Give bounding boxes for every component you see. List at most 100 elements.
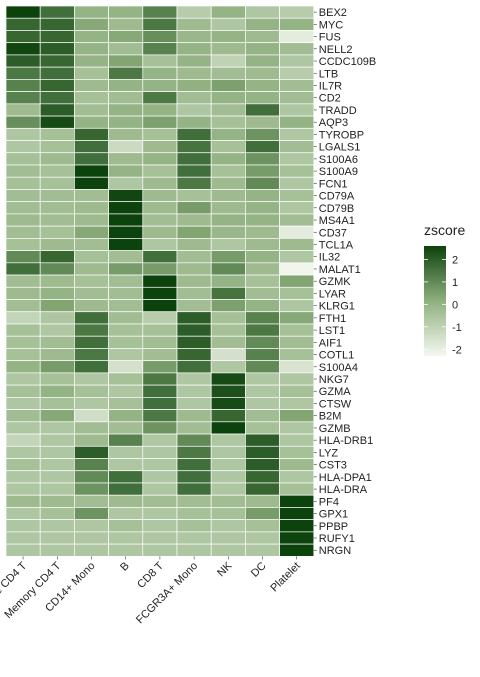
heatmap-cell	[245, 17, 280, 31]
heatmap-cell	[142, 507, 178, 521]
y-tick-label: CCDC109B	[319, 56, 376, 68]
heatmap-cell	[5, 299, 41, 313]
heatmap-cell	[39, 323, 75, 337]
heatmap-cell	[5, 66, 41, 80]
heatmap-cell	[142, 115, 178, 129]
heatmap-cell	[245, 127, 280, 141]
heatmap-cell	[176, 335, 212, 349]
heatmap-cell	[279, 470, 315, 484]
heatmap-cell	[108, 262, 144, 276]
y-tick-label: RUFY1	[319, 533, 355, 545]
heatmap-cell	[39, 42, 75, 56]
heatmap-cell	[210, 384, 246, 398]
heatmap-cell	[279, 164, 315, 178]
heatmap-cell	[176, 91, 212, 105]
heatmap-cell	[176, 397, 212, 410]
heatmap-cell	[5, 335, 41, 349]
heatmap-cell	[176, 519, 212, 533]
y-tick-label: CD79A	[319, 191, 355, 203]
heatmap-cell	[108, 250, 144, 264]
heatmap-cell	[142, 250, 178, 264]
heatmap-cell	[39, 17, 75, 31]
heatmap-cell	[279, 201, 315, 215]
heatmap-cell	[279, 494, 315, 508]
heatmap-cell	[210, 115, 246, 129]
y-tick-label: AIF1	[319, 337, 342, 349]
heatmap-cell	[176, 274, 212, 288]
heatmap-cell	[210, 213, 246, 227]
y-tick-label: NRGN	[319, 545, 351, 557]
heatmap-cell	[142, 470, 178, 484]
heatmap-cell	[176, 531, 212, 545]
heatmap-cell	[108, 5, 144, 19]
heatmap-cell	[245, 397, 280, 410]
heatmap-cell	[210, 201, 246, 215]
heatmap-cell	[108, 421, 144, 435]
heatmap-cell	[176, 152, 212, 166]
heatmap-cell	[176, 176, 212, 190]
heatmap-cell	[5, 445, 41, 459]
heatmap-cell	[210, 164, 246, 178]
heatmap-cell	[142, 445, 178, 459]
heatmap-cell	[279, 311, 315, 325]
y-tick-label: BEX2	[319, 7, 347, 19]
heatmap-cell	[5, 433, 41, 447]
heatmap-cell	[74, 54, 109, 68]
x-tick-label: DC	[249, 560, 269, 580]
heatmap-cell	[279, 482, 315, 496]
heatmap-cell	[5, 115, 41, 129]
heatmap-cell	[142, 299, 178, 313]
heatmap-cell	[39, 66, 75, 80]
heatmap-cell	[74, 262, 109, 276]
heatmap-cell	[279, 127, 315, 141]
heatmap-cell	[142, 225, 178, 239]
heatmap-cell	[108, 42, 144, 56]
heatmap-cell	[5, 397, 41, 410]
heatmap-cell	[39, 409, 75, 423]
heatmap-cell	[108, 164, 144, 178]
heatmap-cell	[74, 115, 109, 129]
heatmap-cell	[39, 140, 75, 154]
heatmap-cell	[176, 140, 212, 154]
heatmap-cell	[142, 384, 178, 398]
heatmap-cell	[176, 42, 212, 56]
heatmap-cell	[142, 348, 178, 362]
heatmap-cell	[245, 213, 280, 227]
heatmap-cell	[245, 384, 280, 398]
heatmap-cell	[279, 213, 315, 227]
heatmap-cell	[74, 5, 109, 19]
heatmap-cell	[5, 372, 41, 386]
legend-ticks: 2 1 0 -1 -2	[424, 254, 462, 356]
heatmap-cell	[245, 54, 280, 68]
heatmap-cell	[142, 409, 178, 423]
heatmap-cell	[176, 433, 212, 447]
heatmap-cell	[39, 384, 75, 398]
heatmap-cell	[210, 372, 246, 386]
heatmap-cell	[142, 286, 178, 300]
heatmap-cell	[5, 470, 41, 484]
heatmap-cell	[142, 433, 178, 447]
heatmap-cell	[74, 274, 109, 288]
heatmap-cell	[210, 5, 246, 19]
heatmap-cell	[5, 164, 41, 178]
heatmap-cell	[210, 189, 246, 203]
heatmap-cell	[279, 54, 315, 68]
y-tick-label: HLA-DPA1	[319, 472, 372, 484]
heatmap-cell	[5, 482, 41, 496]
heatmap-cell	[279, 543, 315, 557]
heatmap-cell	[142, 372, 178, 386]
heatmap-cell	[108, 433, 144, 447]
heatmap-cell	[279, 286, 315, 300]
heatmap-cell	[39, 164, 75, 178]
heatmap-cell	[279, 30, 315, 44]
heatmap-cell	[176, 409, 212, 423]
heatmap-cell	[142, 79, 178, 92]
heatmap-cell	[142, 323, 178, 337]
heatmap-cell	[5, 494, 41, 508]
heatmap-cell	[176, 323, 212, 337]
heatmap-cell	[108, 79, 144, 92]
y-tick-label: LGALS1	[319, 142, 361, 154]
heatmap-cell	[245, 274, 280, 288]
heatmap-cell	[5, 5, 41, 19]
heatmap-cell	[5, 384, 41, 398]
